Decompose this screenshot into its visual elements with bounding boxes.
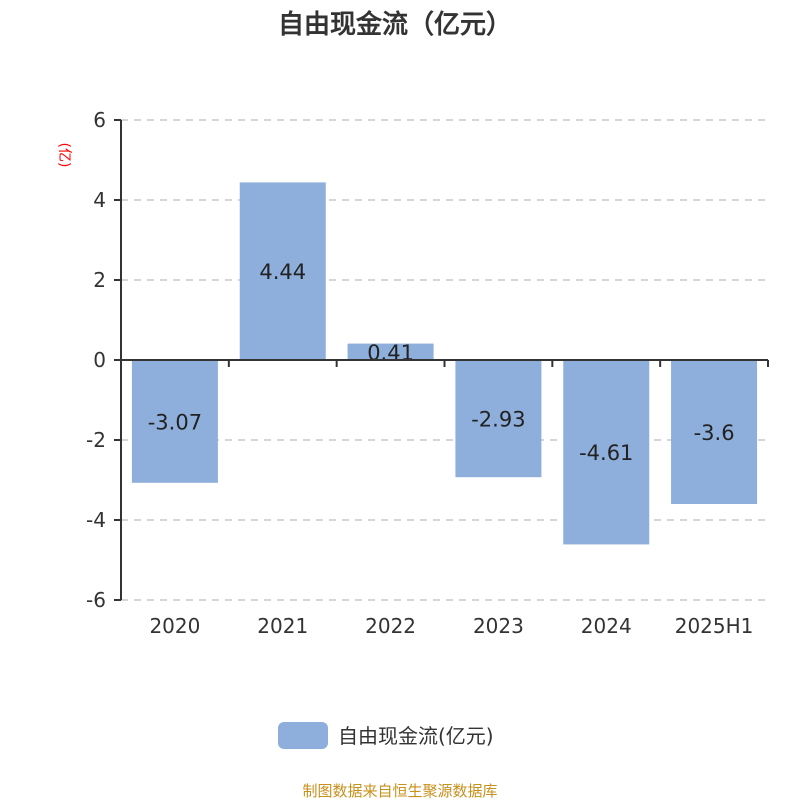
x-tick-label: 2024 — [581, 614, 632, 638]
bar — [455, 360, 542, 478]
bar — [347, 343, 434, 360]
legend-swatch[interactable] — [278, 722, 328, 749]
source-note: 制图数据来自恒生聚源数据库 — [302, 782, 497, 800]
y-tick-label: -2 — [86, 428, 106, 452]
y-axis-label: (亿) — [56, 143, 72, 168]
x-tick-label: 2023 — [473, 614, 524, 638]
x-tick-label: 2020 — [149, 614, 200, 638]
x-tick-label: 2025H1 — [675, 614, 754, 638]
data-label: -2.93 — [471, 408, 525, 432]
y-tick-label: -4 — [86, 508, 106, 532]
y-tick-label: 2 — [93, 268, 106, 292]
y-tick-label: 6 — [93, 108, 106, 132]
y-tick-label: 4 — [93, 188, 106, 212]
bar — [563, 360, 650, 545]
data-label: -4.61 — [579, 441, 633, 465]
data-label: 0.41 — [367, 341, 414, 365]
y-tick-label: -6 — [86, 588, 106, 612]
bar — [239, 182, 326, 360]
data-label: -3.6 — [694, 421, 735, 445]
chart-title: 自由现金流（亿元） — [278, 9, 512, 40]
data-label: 4.44 — [259, 260, 306, 284]
bar — [131, 360, 218, 483]
legend-label[interactable]: 自由现金流(亿元) — [338, 724, 494, 748]
x-tick-label: 2022 — [365, 614, 416, 638]
x-tick-label: 2021 — [257, 614, 308, 638]
bar — [671, 360, 758, 504]
data-label: -3.07 — [148, 410, 202, 434]
y-tick-label: 0 — [93, 348, 106, 372]
